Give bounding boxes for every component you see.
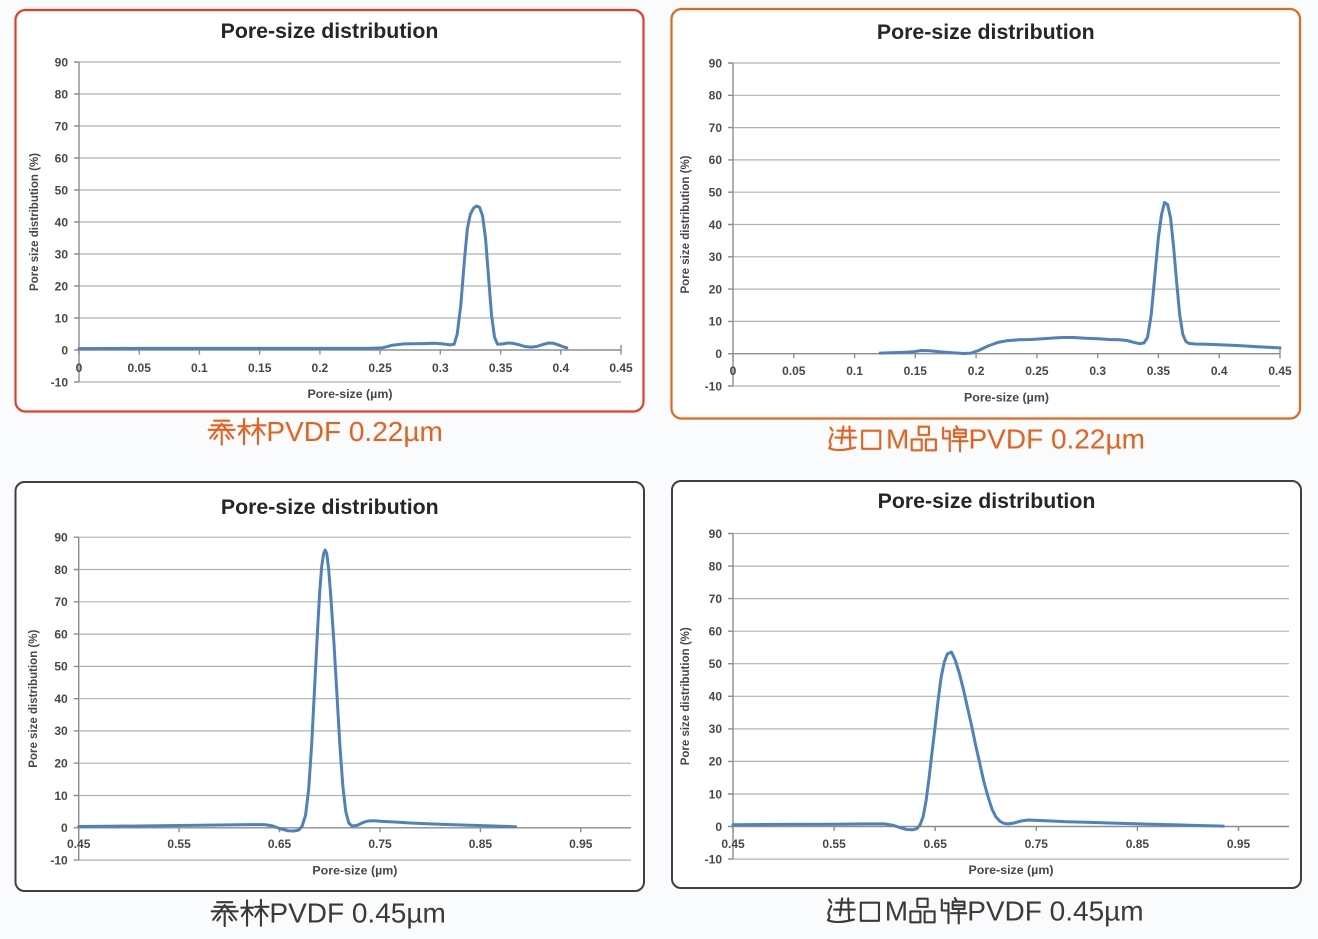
svg-text:70: 70 [54,595,68,609]
svg-text:0.35: 0.35 [1147,364,1171,378]
svg-text:0.45: 0.45 [67,837,91,851]
svg-text:0.95: 0.95 [1227,837,1251,851]
svg-text:0: 0 [61,821,68,835]
svg-text:Pore-size distribution: Pore-size distribution [878,489,1096,513]
svg-text:Pore-size (µm): Pore-size (µm) [308,387,393,401]
svg-text:10: 10 [709,787,723,801]
svg-text:0.4: 0.4 [1211,364,1228,378]
svg-text:40: 40 [709,218,723,232]
svg-text:0.3: 0.3 [432,361,449,375]
svg-text:80: 80 [709,89,723,103]
svg-text:20: 20 [709,755,723,769]
svg-text:20: 20 [55,279,69,293]
svg-text:0: 0 [730,364,737,378]
svg-text:60: 60 [55,151,69,165]
svg-text:PVDF 0.22µm: PVDF 0.22µm [969,424,1145,455]
svg-text:40: 40 [709,690,723,704]
svg-text:0: 0 [61,343,68,357]
svg-text:PVDF 0.45µm: PVDF 0.45µm [967,896,1143,927]
svg-text:Pore size distribution (%): Pore size distribution (%) [29,153,41,291]
svg-text:0.1: 0.1 [191,361,208,375]
svg-text:0.25: 0.25 [368,361,392,375]
svg-text:0: 0 [715,347,722,361]
svg-text:0.05: 0.05 [782,364,806,378]
svg-text:Pore size distribution (%): Pore size distribution (%) [680,627,692,765]
svg-text:0: 0 [715,820,722,834]
svg-text:80: 80 [54,563,68,577]
svg-text:0: 0 [76,361,83,375]
svg-text:0.85: 0.85 [1126,837,1150,851]
svg-text:10: 10 [709,315,723,329]
svg-text:0.55: 0.55 [167,837,191,851]
svg-text:60: 60 [709,153,723,167]
svg-text:30: 30 [709,250,723,264]
svg-text:-10: -10 [50,853,68,867]
svg-text:90: 90 [54,531,68,545]
svg-text:20: 20 [709,282,723,296]
svg-text:0.85: 0.85 [469,837,493,851]
svg-text:Pore-size (µm): Pore-size (µm) [969,863,1054,877]
svg-text:70: 70 [709,592,723,606]
svg-text:0.75: 0.75 [368,837,392,851]
svg-text:0.25: 0.25 [1025,364,1049,378]
svg-text:Pore size distribution (%): Pore size distribution (%) [28,630,40,768]
svg-text:0.3: 0.3 [1089,364,1106,378]
svg-text:50: 50 [709,186,723,200]
svg-text:Pore-size (µm): Pore-size (µm) [312,864,397,878]
svg-text:60: 60 [709,625,723,639]
svg-text:-10: -10 [51,375,69,389]
svg-text:90: 90 [709,56,723,70]
svg-text:M: M [886,424,909,455]
svg-text:0.2: 0.2 [312,361,329,375]
svg-text:M: M [885,896,908,927]
svg-text:10: 10 [55,311,69,325]
svg-text:30: 30 [709,722,723,736]
svg-text:Pore-size distribution: Pore-size distribution [221,495,439,519]
svg-text:Pore size distribution (%): Pore size distribution (%) [680,155,692,293]
svg-text:Pore-size distribution: Pore-size distribution [877,20,1095,44]
svg-text:0.05: 0.05 [128,361,152,375]
svg-text:50: 50 [55,183,69,197]
svg-text:80: 80 [709,559,723,573]
svg-text:0.35: 0.35 [489,361,513,375]
svg-text:90: 90 [55,55,69,69]
svg-text:-10: -10 [705,379,723,393]
svg-text:60: 60 [54,627,68,641]
svg-text:80: 80 [55,87,69,101]
svg-text:70: 70 [55,119,69,133]
svg-text:Pore-size distribution: Pore-size distribution [221,19,439,43]
svg-text:0.2: 0.2 [968,364,985,378]
svg-text:0.55: 0.55 [822,837,846,851]
svg-text:0.45: 0.45 [609,361,633,375]
svg-text:0.45: 0.45 [721,837,745,851]
svg-text:0.65: 0.65 [924,837,948,851]
svg-text:70: 70 [709,121,723,135]
svg-text:30: 30 [55,247,69,261]
svg-text:PVDF 0.22µm: PVDF 0.22µm [266,416,442,447]
svg-text:90: 90 [709,527,723,541]
svg-text:0.1: 0.1 [846,364,863,378]
svg-text:0.15: 0.15 [248,361,272,375]
svg-text:50: 50 [709,657,723,671]
svg-text:50: 50 [54,660,68,674]
svg-text:40: 40 [54,692,68,706]
svg-text:PVDF 0.45µm: PVDF 0.45µm [269,898,445,929]
svg-text:30: 30 [54,724,68,738]
svg-text:0.45: 0.45 [1268,364,1292,378]
svg-text:40: 40 [55,215,69,229]
svg-text:0.95: 0.95 [569,837,593,851]
svg-text:0.4: 0.4 [552,361,569,375]
svg-text:Pore-size (µm): Pore-size (µm) [964,391,1049,405]
svg-text:-10: -10 [705,852,723,866]
svg-text:0.15: 0.15 [904,364,928,378]
svg-text:0.65: 0.65 [268,837,292,851]
svg-text:20: 20 [54,757,68,771]
svg-text:10: 10 [54,789,68,803]
svg-text:0.75: 0.75 [1025,837,1049,851]
